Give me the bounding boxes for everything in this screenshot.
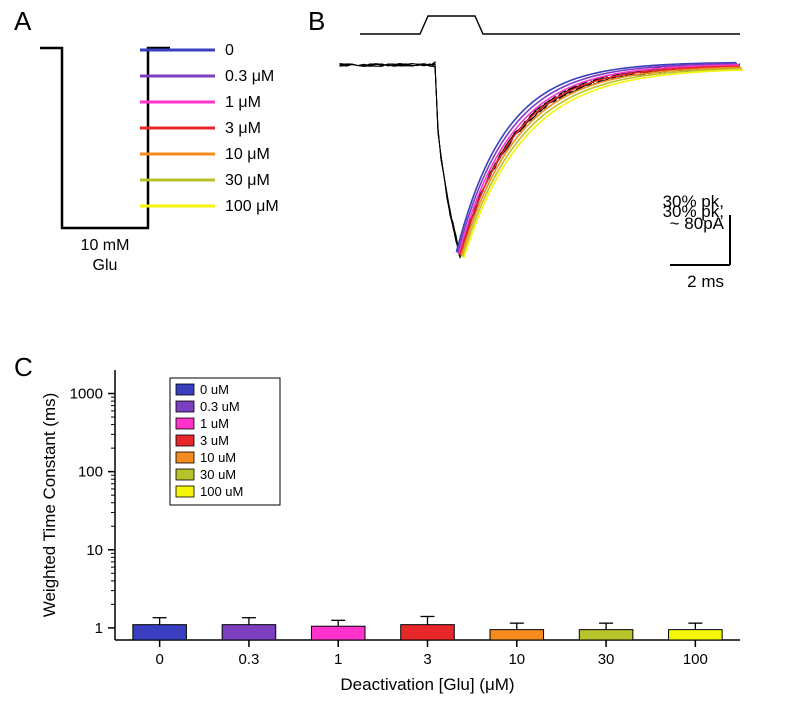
svg-text:3 uM: 3 uM [200,433,229,448]
svg-text:30 uM: 30 uM [200,467,236,482]
svg-text:3: 3 [423,651,431,668]
svg-text:1: 1 [334,651,342,668]
figure: A B C 10 mMGlu00.3 μM1 μM3 μM10 μM30 μM1… [0,0,793,725]
svg-text:10: 10 [86,542,103,559]
svg-text:1: 1 [95,620,103,637]
svg-text:100: 100 [683,651,708,668]
svg-text:30% pk,: 30% pk, [663,192,724,211]
svg-text:3 μM: 3 μM [225,120,261,137]
svg-text:0 uM: 0 uM [200,382,229,397]
svg-text:30 μM: 30 μM [225,172,270,189]
panel-B: 30% pk,30% pk,~ 80pA2 ms [300,10,780,300]
panel-A-svg: 10 mM Glu 0 0.3 μM 1 μM 3 μM 10 μM 30 μM 100 μM [10,10,340,300]
svg-text:Weighted Time Constant (ms): Weighted Time Constant (ms) [40,393,59,618]
svg-text:10 mM: 10 mM [81,237,130,254]
svg-text:0.3 μM: 0.3 μM [225,68,274,85]
svg-text:100: 100 [78,464,103,481]
panel-B-svg: 30% pk,30% pk,~ 80pA2 ms [300,10,780,300]
svg-text:2 ms: 2 ms [687,272,724,291]
svg-text:30: 30 [598,651,615,668]
svg-text:1 uM: 1 uM [200,416,229,431]
svg-text:1000: 1000 [70,386,103,403]
svg-text:1 μM: 1 μM [225,94,261,111]
svg-text:Deactivation [Glu] (μM): Deactivation [Glu] (μM) [340,675,514,694]
svg-text:10 uM: 10 uM [200,450,236,465]
svg-text:0.3 uM: 0.3 uM [200,399,240,414]
svg-text:~ 80pA: ~ 80pA [670,214,725,233]
svg-text:0: 0 [155,651,163,668]
svg-text:Glu: Glu [93,257,118,274]
panel-C-svg: 1 10 100 1000 Weighted Time Constant (ms) 0 0.… [20,350,780,710]
panel-C: 1 10 100 1000 Weighted Time Constant (ms) 0 0.… [20,350,780,710]
svg-text:0.3: 0.3 [238,651,259,668]
svg-text:100 uM: 100 uM [200,484,243,499]
svg-text:0: 0 [225,42,234,59]
svg-text:100 μM: 100 μM [225,198,279,215]
svg-text:10 μM: 10 μM [225,146,270,163]
svg-text:10: 10 [508,651,525,668]
panel-A: 10 mM Glu 0 0.3 μM 1 μM 3 μM 10 μM 30 μM 100 μM [10,10,340,300]
